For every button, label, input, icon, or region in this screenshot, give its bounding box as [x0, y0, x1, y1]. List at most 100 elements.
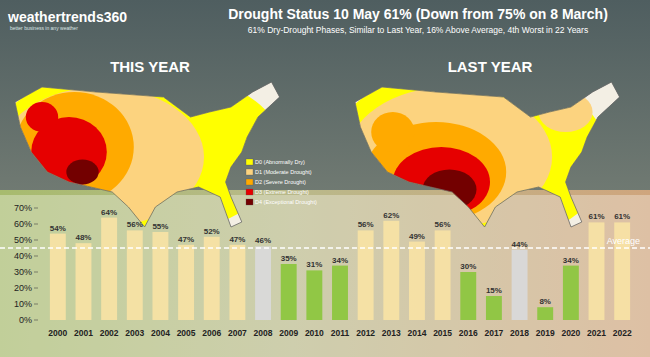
- data-label: 34%: [563, 256, 579, 265]
- legend-swatch: [246, 189, 253, 195]
- x-tick-label: 2022: [613, 328, 632, 338]
- y-tick: [34, 320, 38, 321]
- map-drought-area: [0, 67, 285, 237]
- x-tick-label: 2002: [100, 328, 119, 338]
- y-tick: [34, 272, 38, 273]
- bar: [178, 245, 194, 320]
- bar: [76, 243, 92, 320]
- data-label: 35%: [281, 254, 297, 263]
- x-tick-label: 2017: [484, 328, 503, 338]
- y-tick-label: 30%: [14, 267, 32, 277]
- data-label: 52%: [204, 227, 220, 236]
- y-tick-label: 40%: [14, 251, 32, 261]
- data-label: 15%: [486, 286, 502, 295]
- data-label: 47%: [229, 235, 245, 244]
- bar: [50, 234, 66, 320]
- x-tick-label: 2013: [382, 328, 401, 338]
- legend-swatch: [246, 179, 253, 185]
- subtitle: 61% Dry-Drought Phases, Similar to Last …: [248, 25, 588, 35]
- map-drought-area: [15, 92, 134, 202]
- y-tick: [34, 224, 38, 225]
- data-label: 34%: [332, 256, 348, 265]
- x-tick-label: 2021: [587, 328, 606, 338]
- title: Drought Status 10 May 61% (Down from 75%…: [228, 6, 608, 22]
- data-label: 56%: [127, 220, 143, 229]
- bar: [409, 242, 425, 320]
- x-tick-label: 2018: [510, 328, 529, 338]
- legend-label: D2 (Severe Drought): [255, 179, 306, 185]
- map-drought-area: [226, 110, 264, 155]
- map-outline: [355, 82, 620, 227]
- bar: [512, 250, 528, 320]
- data-label: 47%: [178, 235, 194, 244]
- bar: [537, 307, 553, 320]
- x-tick-label: 2007: [228, 328, 247, 338]
- x-tick-label: 2001: [74, 328, 93, 338]
- legend-swatch: [246, 169, 253, 175]
- map-label: THIS YEAR: [110, 58, 190, 75]
- bar: [332, 266, 348, 320]
- page: weathertrends360better business in any w…: [0, 0, 650, 357]
- map-drought-area: [26, 102, 58, 132]
- map: [0, 67, 285, 237]
- map-drought-area: [393, 147, 490, 217]
- bar: [460, 272, 476, 320]
- y-tick-label: 60%: [14, 219, 32, 229]
- data-label: 61%: [614, 212, 630, 221]
- data-label: 61%: [589, 212, 605, 221]
- map-drought-area: [0, 87, 204, 227]
- data-label: 30%: [460, 262, 476, 271]
- data-label: 31%: [306, 260, 322, 269]
- legend-label: D4 (Exceptional Drought): [255, 199, 317, 205]
- data-label: 56%: [358, 220, 374, 229]
- bar: [281, 264, 297, 320]
- y-tick-label: 0%: [19, 315, 32, 325]
- legend-label: D0 (Abnormally Dry): [255, 159, 305, 165]
- bar: [229, 245, 245, 320]
- bar: [127, 230, 143, 320]
- x-tick-label: 2012: [356, 328, 375, 338]
- background: [0, 0, 650, 357]
- x-tick-label: 2000: [48, 328, 67, 338]
- background-ground: [0, 190, 650, 357]
- logo-tagline: better business in any weather: [10, 25, 78, 31]
- data-label: 46%: [255, 236, 271, 245]
- bar: [435, 230, 451, 320]
- legend-label: D3 (Extreme Drought): [255, 189, 309, 195]
- data-label: 54%: [50, 224, 66, 233]
- data-label: 55%: [152, 222, 168, 231]
- y-tick: [34, 288, 38, 289]
- map-label: LAST YEAR: [448, 58, 533, 75]
- y-tick-label: 20%: [14, 283, 32, 293]
- legend-label: D1 (Moderate Drought): [255, 169, 312, 175]
- y-tick: [34, 240, 38, 241]
- legend-swatch: [246, 199, 253, 205]
- map-drought-area: [347, 87, 552, 227]
- y-tick-label: 10%: [14, 299, 32, 309]
- bar: [486, 296, 502, 320]
- map-outline: [15, 82, 280, 227]
- data-label: 64%: [101, 208, 117, 217]
- bar: [563, 266, 579, 320]
- x-tick-label: 2004: [151, 328, 170, 338]
- x-tick-label: 2005: [177, 328, 196, 338]
- data-label: 56%: [435, 220, 451, 229]
- y-tick: [34, 208, 38, 209]
- map-drought-area: [423, 170, 477, 210]
- y-tick-label: 70%: [14, 203, 32, 213]
- x-tick-label: 2011: [331, 328, 350, 338]
- map-drought-area: [66, 160, 98, 185]
- map-drought-area: [371, 112, 414, 152]
- bar: [358, 230, 374, 320]
- chart-backdrop: [0, 195, 650, 357]
- average-label: Average: [607, 236, 640, 246]
- bar: [204, 237, 220, 320]
- average-line: [0, 247, 650, 249]
- bar: [383, 221, 399, 320]
- x-tick-label: 2016: [459, 328, 478, 338]
- data-label: 62%: [383, 211, 399, 220]
- x-tick-label: 2008: [254, 328, 273, 338]
- x-tick-label: 2019: [536, 328, 555, 338]
- bar: [589, 222, 605, 320]
- logo: weathertrends360: [7, 9, 127, 25]
